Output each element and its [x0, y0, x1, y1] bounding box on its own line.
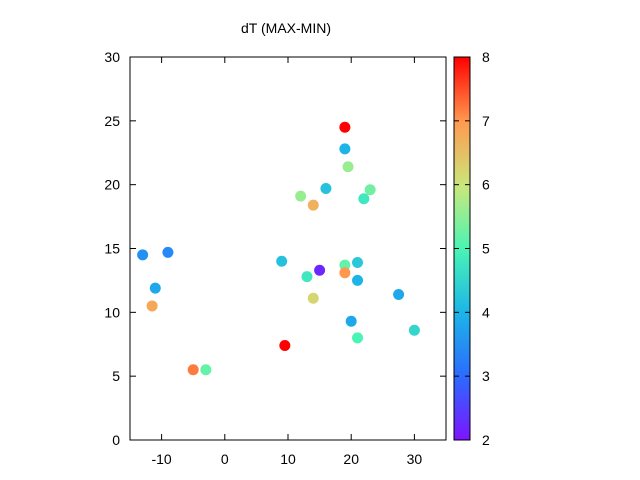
- data-point: [339, 267, 351, 279]
- y-tick-label: 0: [112, 432, 120, 448]
- data-point: [320, 182, 332, 194]
- colorbar: [454, 57, 470, 440]
- colorbar-tick-label: 3: [482, 368, 490, 384]
- data-point: [187, 364, 199, 376]
- data-point: [339, 259, 351, 271]
- y-tick-label: 30: [104, 49, 120, 65]
- data-point: [408, 324, 420, 336]
- data-point: [279, 340, 291, 352]
- y-tick-label: 20: [104, 177, 120, 193]
- data-point: [295, 190, 307, 202]
- data-point: [146, 300, 158, 312]
- data-point: [307, 292, 319, 304]
- data-point: [149, 282, 161, 294]
- data-point: [307, 199, 319, 211]
- y-tick-label: 15: [104, 241, 120, 257]
- data-points: [137, 121, 420, 376]
- colorbar-tick-label: 4: [482, 304, 490, 320]
- axis-ticks: -10 0 10 20 30 0 5 10 15 20 25 30: [104, 49, 446, 467]
- colorbar-ticks: 2 3 4 5 6 7 8: [454, 49, 490, 448]
- colorbar-tick-label: 5: [482, 241, 490, 257]
- chart-title: dT (MAX-MIN): [241, 20, 331, 36]
- plot-frame: [129, 56, 447, 441]
- x-tick-label: 30: [407, 451, 423, 467]
- data-point: [314, 264, 326, 276]
- colorbar-tick-label: 6: [482, 177, 490, 193]
- data-point: [301, 271, 313, 283]
- data-point: [393, 288, 405, 300]
- x-tick-label: 0: [221, 451, 229, 467]
- data-point: [364, 184, 376, 196]
- data-point: [137, 249, 149, 261]
- colorbar-tick-label: 7: [482, 113, 490, 129]
- data-point: [162, 246, 174, 258]
- data-point: [352, 332, 364, 344]
- data-point: [352, 274, 364, 286]
- data-point: [200, 364, 212, 376]
- x-tick-label: -10: [151, 451, 171, 467]
- colorbar-tick-label: 2: [482, 432, 490, 448]
- data-point: [276, 255, 288, 267]
- y-tick-label: 25: [104, 113, 120, 129]
- data-point: [342, 161, 354, 173]
- data-point: [358, 193, 370, 205]
- data-point: [339, 121, 351, 133]
- y-tick-label: 10: [104, 304, 120, 320]
- data-point: [339, 143, 351, 155]
- data-point: [345, 315, 357, 327]
- colorbar-tick-label: 8: [482, 49, 490, 65]
- data-point: [352, 257, 364, 269]
- x-tick-label: 20: [343, 451, 359, 467]
- y-tick-label: 5: [112, 368, 120, 384]
- x-tick-label: 10: [280, 451, 296, 467]
